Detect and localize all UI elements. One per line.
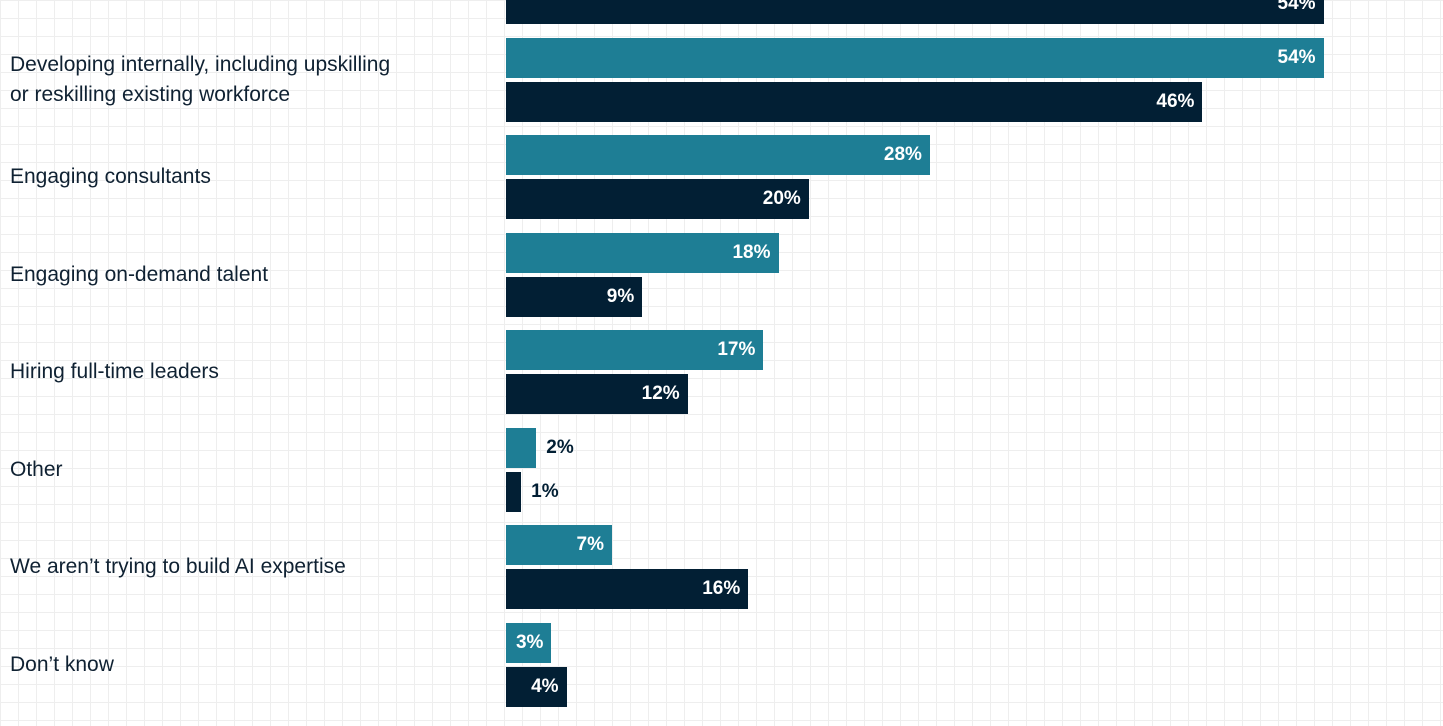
data-label: 12% <box>641 383 680 404</box>
category-label: We aren’t trying to build AI expertise <box>10 552 490 582</box>
bar-series-2 <box>506 276 643 317</box>
bar-series-1 <box>506 135 930 175</box>
category-label: Other <box>10 455 490 485</box>
data-label: 4% <box>531 675 559 697</box>
category-label: Developing internally, including upskill… <box>10 50 490 110</box>
data-label: 9% <box>606 285 635 307</box>
bar-series-2 <box>506 81 1203 122</box>
data-label: 17% <box>717 339 756 360</box>
category-label-line: Hiring full-time leaders <box>10 360 219 383</box>
bar-series-2 <box>506 179 809 219</box>
bar-series-1 <box>506 330 764 370</box>
data-label: 1% <box>531 480 559 502</box>
data-label: 7% <box>576 534 604 555</box>
bar-series-2 <box>506 471 522 512</box>
category-label-line: We aren’t trying to build AI expertise <box>10 555 346 578</box>
data-label: 20% <box>762 188 801 209</box>
category-label-line: Don’t know <box>10 652 114 676</box>
data-label: 16% <box>702 578 741 599</box>
data-label: 18% <box>732 241 771 263</box>
bar-series-2 <box>506 374 688 414</box>
bar-series-1 <box>506 37 1324 78</box>
data-label: 3% <box>515 631 544 653</box>
category-label: Engaging on-demand talent <box>10 260 490 290</box>
bar-series-2 <box>506 666 567 707</box>
category-label: Don’t know <box>10 650 490 680</box>
data-label: 2% <box>546 436 574 458</box>
data-label: 46% <box>1156 90 1195 112</box>
category-label: Engaging consultants <box>10 162 490 192</box>
category-label-line: or reskilling existing workforce <box>10 82 291 106</box>
bar-series-2 <box>506 0 1324 24</box>
bar-series-1 <box>506 232 779 273</box>
data-label: 28% <box>883 144 922 165</box>
category-label-line: Developing internally, including upskill… <box>10 52 391 76</box>
category-label-line: Engaging consultants <box>10 165 211 188</box>
category-label-line: Engaging on-demand talent <box>10 262 269 286</box>
category-label-line: Other <box>10 457 63 481</box>
bar-series-2 <box>506 569 749 609</box>
data-label: 54% <box>1277 46 1316 68</box>
bar-series-1 <box>506 622 552 663</box>
category-label: Hiring full-time leaders <box>10 357 490 387</box>
bar-series-1 <box>506 427 537 468</box>
data-label: 54% <box>1277 0 1316 14</box>
bar-series-1 <box>506 525 612 565</box>
